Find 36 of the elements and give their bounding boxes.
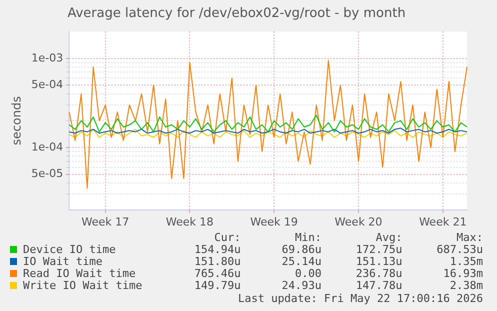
legend-label: Device IO time — [22, 243, 117, 256]
legend-label: IO Wait time — [22, 255, 104, 268]
x-tick-label: Week 18 — [166, 215, 214, 228]
legend-label: Write IO Wait time — [22, 279, 144, 292]
text: Min: — [294, 231, 322, 244]
chart-title: Average latency for /dev/ebox02-vg/root - by month — [67, 6, 406, 22]
text: 24.93u — [280, 279, 322, 292]
text: 69.86u — [280, 243, 322, 256]
text: 16.93m — [442, 267, 483, 280]
x-tick-label: Week 17 — [81, 215, 130, 228]
x-tick-label: Week 19 — [250, 215, 298, 228]
x-tick-label: Week 20 — [334, 215, 382, 228]
text: 151.13u — [354, 255, 402, 268]
y-axis-title: seconds — [9, 96, 24, 146]
text: 2.38m — [448, 279, 483, 292]
text: 25.14u — [280, 255, 322, 268]
text: 151.80u — [193, 255, 241, 268]
y-tick-label: 5e-04 — [31, 78, 64, 92]
y-tick-label: 1e-04 — [31, 140, 64, 154]
legend-label: Read IO Wait time — [22, 267, 137, 280]
text: 236.78u — [354, 267, 402, 280]
x-tick-label: Week 21 — [419, 215, 467, 228]
text: 154.94u — [193, 243, 241, 256]
text: Max: — [456, 231, 483, 244]
text: 172.75u — [354, 243, 402, 256]
y-tick-label: 5e-05 — [31, 167, 64, 180]
text: Avg: — [374, 231, 402, 244]
text: 765.46u — [193, 267, 241, 280]
text: 149.79u — [193, 279, 241, 292]
text: 1.35m — [448, 255, 483, 268]
text: 687.53u — [436, 243, 483, 256]
text: 0.00 — [294, 267, 322, 280]
text: Last update: Fri May 22 17:00:16 2026 — [236, 292, 483, 305]
text: Cur: — [213, 231, 241, 244]
y-tick-label: 1e-03 — [31, 51, 64, 64]
text: 147.78u — [354, 279, 402, 292]
